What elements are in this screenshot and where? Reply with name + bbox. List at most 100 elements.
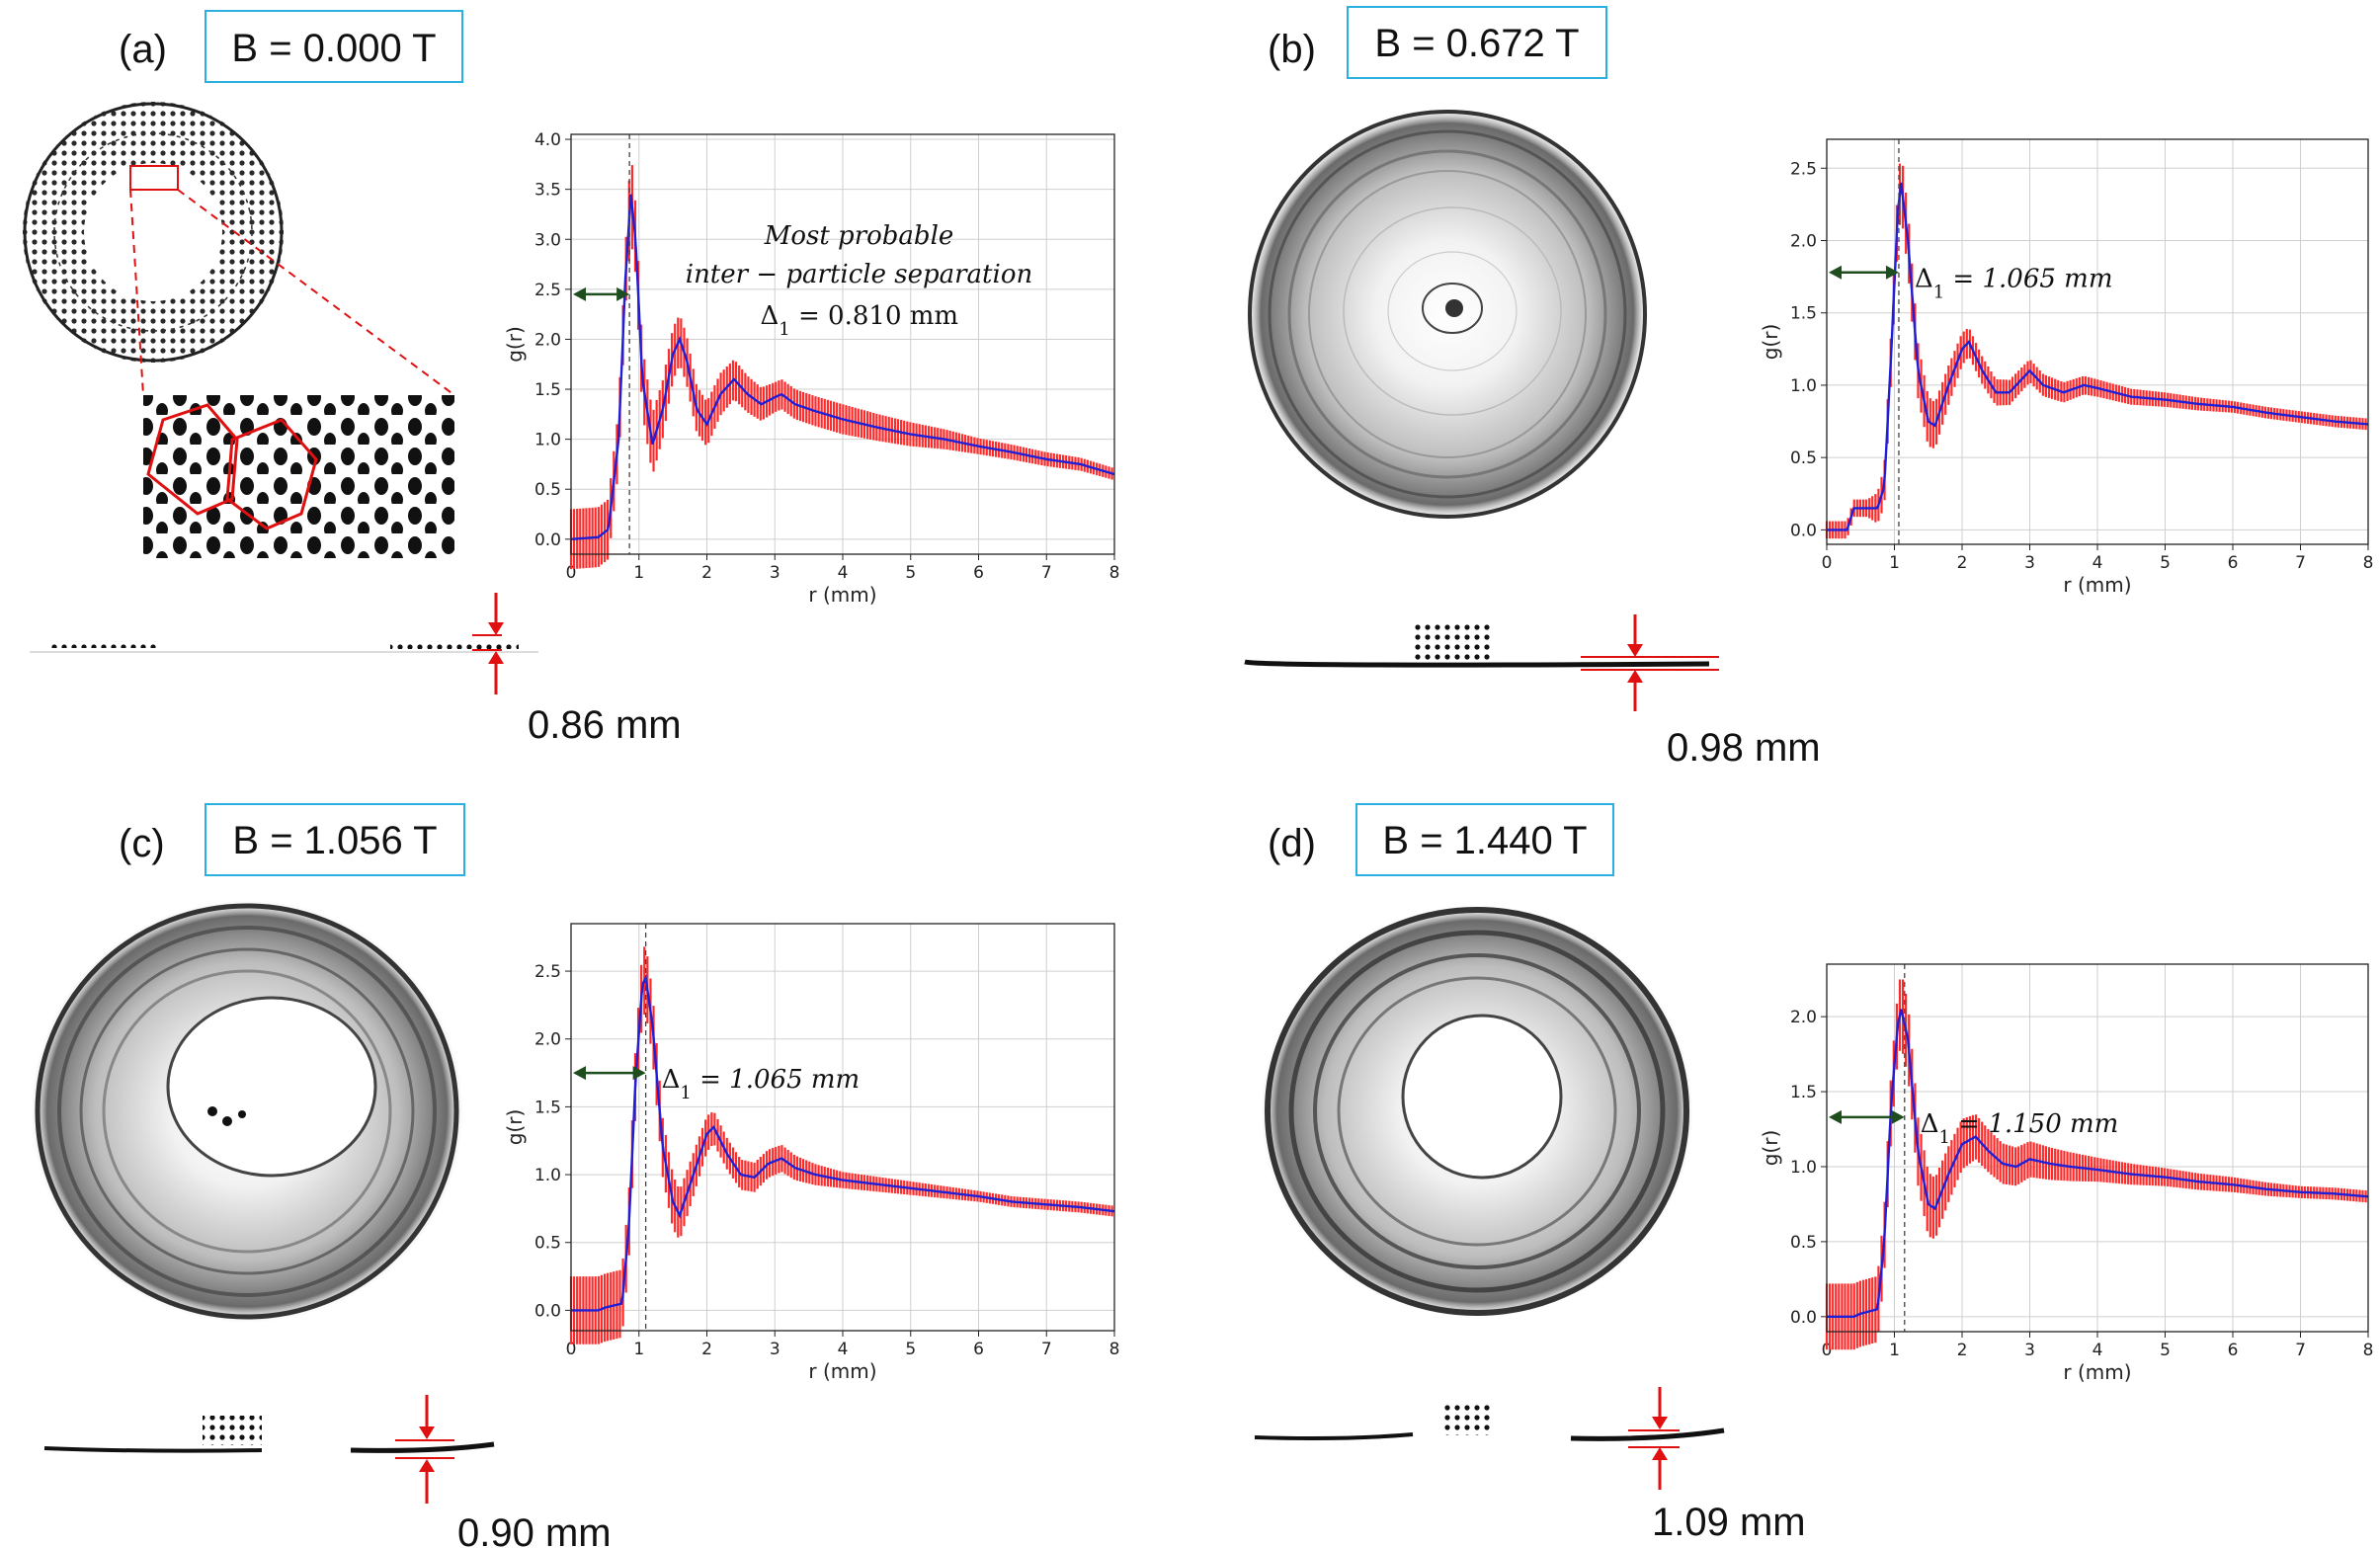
plot-frame [1826, 963, 2369, 1333]
bfield-box-d [1355, 803, 1614, 876]
x-tick-label: 6 [973, 563, 984, 583]
arrow-head-right [616, 286, 630, 301]
thickness-label-d: 1.09 mm [1652, 1501, 1806, 1544]
x-tick-label: 2 [701, 1340, 712, 1359]
y-tick-label: 1.5 [1790, 304, 1817, 324]
y-tick-label: 1.0 [534, 431, 561, 450]
panel-label-c: (c) [119, 822, 165, 865]
bfield-box-b [1347, 6, 1607, 79]
x-tick-label: 5 [905, 563, 916, 583]
bfield-label-b: B = 0.672 T [1374, 22, 1579, 65]
x-tick-label: 8 [2363, 1341, 2374, 1360]
y-tick-label: 2.0 [534, 1030, 561, 1050]
x-tick-label: 7 [2295, 1341, 2306, 1360]
gr-plot-a: 0 1 2 3 4 5 6 7 8 0.0 0.5 1.0 1.5 2.0 2.5 3.0 3.5 4.0 r (m… [503, 130, 1119, 607]
bfield-label-d: B = 1.440 T [1382, 819, 1587, 862]
x-axis-label: r (mm) [2063, 1360, 2131, 1384]
x-tick-label: 3 [2024, 1341, 2035, 1360]
delta-subscript: 1 [1939, 1126, 1950, 1147]
panel-a: (a) B = 0.000 T 0. [23, 10, 1119, 747]
delta-value: = 1.065 mm [692, 1065, 860, 1095]
zoom-inset-a [143, 395, 454, 558]
gr-plot-b: 0 1 2 3 4 5 6 7 80.00.51.01.52.02.5r (mm)g(r)Δ1 … [1759, 138, 2373, 597]
y-tick-label: 2.0 [1790, 232, 1817, 252]
x-tick-label: 0 [1822, 1341, 1833, 1360]
y-tick-label: 4.0 [534, 130, 561, 150]
x-tick-label: 4 [838, 1340, 849, 1359]
y-tick-label: 1.5 [1790, 1083, 1817, 1102]
y-tick-label: 1.0 [534, 1166, 561, 1185]
voronoi-cell-2 [225, 418, 318, 530]
y-tick-label: 0.0 [534, 530, 561, 550]
panel-label-d: (d) [1268, 822, 1316, 865]
thickness-label-b: 0.98 mm [1667, 726, 1821, 770]
y-tick-label: 1.5 [534, 1098, 561, 1117]
x-tick-label: 2 [1957, 1341, 1968, 1360]
arrow-head-left [573, 286, 586, 301]
bfield-label-c: B = 1.056 T [232, 819, 437, 862]
x-tick-label: 3 [770, 563, 780, 583]
x-tick-label: 2 [701, 563, 712, 583]
y-tick-label: 0.0 [1790, 521, 1817, 540]
y-axis-label: g(r) [1759, 1130, 1782, 1167]
y-tick-label: 0.0 [534, 1301, 561, 1321]
x-tick-label: 1 [1889, 1341, 1900, 1360]
side-view-d [1254, 1387, 1725, 1490]
y-tick-label: 1.0 [1790, 376, 1817, 396]
x-tick-label: 8 [1109, 563, 1120, 583]
x-tick-label: 0 [1822, 553, 1833, 573]
x-tick-label: 0 [566, 563, 577, 583]
y-tick-label: 0.5 [1790, 448, 1817, 468]
annotation-text: inter − particle separation [686, 260, 1032, 289]
y-tick-label: 2.0 [1790, 1008, 1817, 1027]
delta-subscript: 1 [779, 319, 789, 340]
x-tick-label: 3 [2024, 553, 2035, 573]
side-view-a [30, 593, 538, 694]
x-axis-label: r (mm) [808, 583, 876, 607]
arrow-head-right [632, 1066, 646, 1081]
delta-value: = 0.810 mm [790, 301, 958, 331]
y-axis-label: g(r) [1759, 324, 1782, 361]
particle-ring-image-d [1260, 904, 1694, 1319]
x-tick-label: 5 [905, 1340, 916, 1359]
x-tick-label: 5 [2160, 1341, 2171, 1360]
particle-ring-image-c [30, 899, 464, 1324]
plot-frame [570, 923, 1115, 1332]
x-tick-label: 1 [633, 563, 644, 583]
x-tick-label: 7 [2295, 553, 2306, 573]
y-tick-label: 0.5 [1790, 1233, 1817, 1253]
panel-b: (b) B = 0.672 T 0.98 mm 0 1 2 3 4 5 6 7 8 0.0 0.5 1… [1244, 6, 2373, 770]
thickness-label-c: 0.90 mm [457, 1511, 612, 1548]
panel-label-a: (a) [119, 28, 167, 71]
plot-frame [1826, 138, 2369, 545]
x-tick-label: 4 [838, 563, 849, 583]
x-tick-label: 4 [2093, 1341, 2103, 1360]
x-tick-label: 2 [1957, 553, 1968, 573]
y-tick-label: 2.5 [534, 281, 561, 300]
side-view-c [43, 1395, 495, 1504]
side-view-b [1244, 614, 1719, 711]
arrow-head-left [573, 1066, 586, 1081]
mean-gr-line [1827, 182, 2369, 531]
y-tick-label: 0.5 [534, 1234, 561, 1254]
x-tick-label: 4 [2093, 553, 2103, 573]
y-tick-label: 3.5 [534, 181, 561, 201]
x-axis-label: r (mm) [2063, 573, 2131, 597]
x-tick-label: 1 [1889, 553, 1900, 573]
delta-subscript: 1 [1933, 282, 1944, 302]
mean-gr-line [1827, 1009, 2369, 1318]
thickness-label-a: 0.86 mm [528, 703, 682, 747]
x-axis-label: r (mm) [808, 1359, 876, 1383]
mean-gr-line [571, 973, 1115, 1312]
y-tick-label: 2.5 [534, 962, 561, 982]
y-tick-label: 1.5 [534, 380, 561, 400]
x-tick-label: 8 [1109, 1340, 1120, 1359]
arrow-head-right [1891, 1109, 1905, 1124]
delta-value: = 1.150 mm [1950, 1109, 2118, 1139]
delta-subscript: 1 [680, 1083, 691, 1103]
gr-plot-c: 0 1 2 3 4 5 6 7 80.00.51.01.52.02.5r (mm)g(r)Δ1 … [503, 923, 1120, 1383]
y-axis-label: g(r) [503, 326, 527, 363]
x-tick-label: 0 [566, 1340, 577, 1359]
x-tick-label: 6 [2228, 1341, 2239, 1360]
y-tick-label: 3.0 [534, 230, 561, 250]
